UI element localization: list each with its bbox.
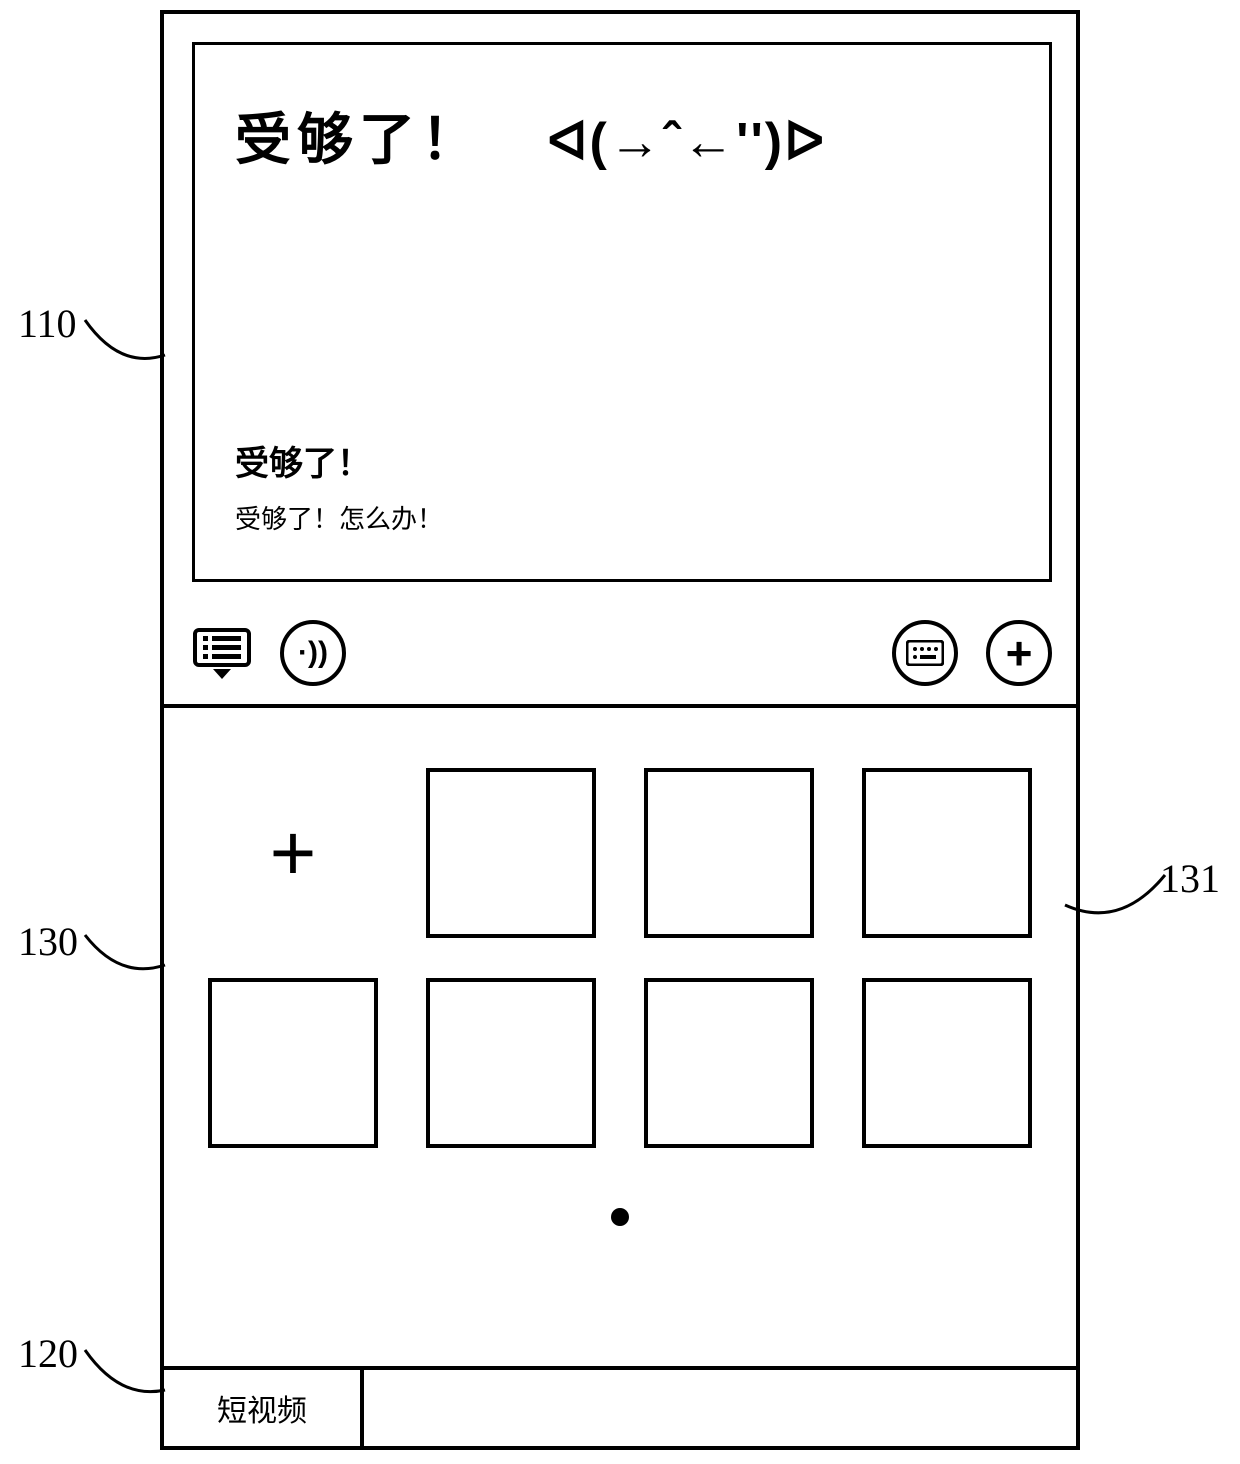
callout-110: 110 <box>18 300 77 347</box>
shortcut-tile[interactable] <box>644 768 814 938</box>
pager-dot <box>611 1208 629 1226</box>
add-button[interactable]: + <box>986 620 1052 686</box>
list-collapse-button[interactable] <box>192 628 252 678</box>
shortcut-panel: + <box>164 704 1076 1261</box>
tab-label: 短视频 <box>217 1386 307 1430</box>
tab-bar: 短视频 <box>164 1366 1076 1446</box>
leader-131 <box>1060 850 1170 940</box>
keyboard-icon <box>906 640 944 666</box>
pager <box>204 1208 1036 1231</box>
keyboard-button[interactable] <box>892 620 958 686</box>
shortcut-tile[interactable] <box>426 978 596 1148</box>
content-area: 受够了！ ᐊ(→ˆ←'')ᐅ 受够了！ 受够了！怎么办！ <box>192 42 1052 582</box>
leader-120 <box>80 1330 170 1410</box>
add-tile[interactable]: + <box>208 768 378 938</box>
subtitle-text: 受够了！ <box>235 436 1009 485</box>
plus-icon: + <box>1006 626 1033 680</box>
leader-110 <box>80 300 170 380</box>
device-frame: 受够了！ ᐊ(→ˆ←'')ᐅ 受够了！ 受够了！怎么办！ ·)) <box>160 10 1080 1450</box>
voice-icon: ·)) <box>298 636 328 670</box>
shortcut-tile[interactable] <box>208 978 378 1148</box>
voice-button[interactable]: ·)) <box>280 620 346 686</box>
toolbar: ·)) + <box>192 610 1052 696</box>
headline-row: 受够了！ ᐊ(→ˆ←'')ᐅ <box>235 95 1009 176</box>
leader-130 <box>80 910 170 990</box>
subbody-text: 受够了！怎么办！ <box>235 499 1009 536</box>
shortcut-tile[interactable] <box>644 978 814 1148</box>
callout-120: 120 <box>18 1330 78 1377</box>
kaomoji-text: ᐊ(→ˆ←'')ᐅ <box>547 112 826 172</box>
plus-icon: + <box>270 807 317 899</box>
headline-text: 受够了！ <box>235 95 483 176</box>
list-icon <box>193 628 251 667</box>
tab-short-video[interactable]: 短视频 <box>164 1370 364 1446</box>
shortcut-grid: + <box>204 768 1036 1148</box>
shortcut-tile[interactable] <box>862 768 1032 938</box>
shortcut-tile[interactable] <box>862 978 1032 1148</box>
shortcut-tile[interactable] <box>426 768 596 938</box>
callout-130: 130 <box>18 918 78 965</box>
chevron-down-icon <box>213 669 231 679</box>
